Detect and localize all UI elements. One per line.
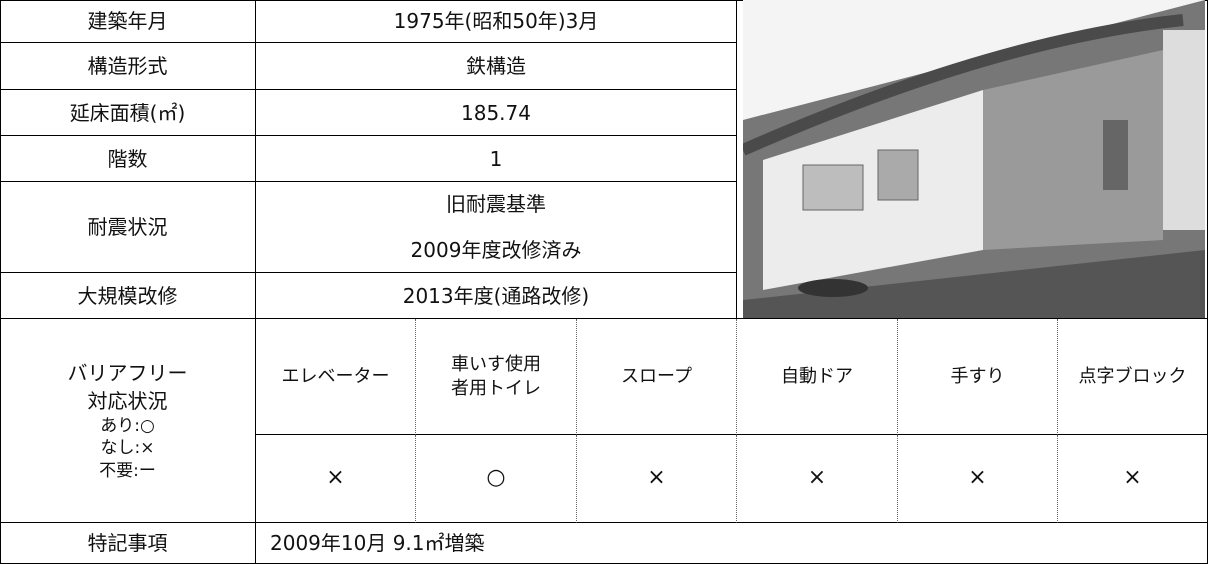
value-cell: 2009年10月 9.1㎡増築	[256, 523, 1208, 564]
status: ○	[486, 465, 506, 491]
item-cell: エレベーター	[256, 319, 416, 435]
status: ×	[647, 465, 666, 491]
item-label: 手すり	[950, 365, 1005, 387]
value-cell: 鉄構造	[256, 43, 737, 90]
value-cell: 1	[256, 136, 737, 182]
label: 階数	[107, 146, 148, 171]
label: 構造形式	[87, 54, 168, 78]
label: 耐震状況	[87, 215, 168, 239]
status-cell: ×	[1058, 435, 1208, 523]
item-cell: スロープ	[577, 319, 737, 435]
item-label: 車いす使用	[451, 354, 541, 376]
item-label: 点字ブロック	[1078, 365, 1187, 387]
label-cell: 延床面積(㎡)	[0, 90, 256, 136]
label: 建築年月	[87, 9, 168, 33]
item-label: スロープ	[621, 365, 692, 387]
value: 2009年度改修済み	[410, 238, 582, 262]
label-cell: 大規模改修	[0, 273, 256, 319]
item-cell: 点字ブロック	[1058, 319, 1208, 435]
status: ×	[1123, 465, 1142, 491]
item-label: 者用トイレ	[451, 377, 541, 399]
legend: 不要:ー	[99, 460, 156, 481]
label-cell: 特記事項	[0, 523, 256, 564]
value: 旧耐震基準	[446, 192, 546, 216]
status-cell: ×	[577, 435, 737, 523]
item-cell: 手すり	[898, 319, 1058, 435]
value-cell: 1975年(昭和50年)3月	[256, 0, 737, 43]
value: 185.74	[461, 100, 531, 125]
legend: なし:×	[100, 438, 155, 459]
label-cell: 建築年月	[0, 0, 256, 43]
status: ×	[807, 465, 827, 491]
value-cell: 185.74	[256, 90, 737, 136]
legend: あり:○	[100, 416, 155, 437]
status-cell: ○	[416, 435, 577, 523]
value: 2013年度(通路改修)	[402, 283, 590, 308]
label-cell: 耐震状況	[0, 182, 256, 273]
status-cell: ×	[898, 435, 1058, 523]
photo-cell	[737, 0, 1208, 319]
status: ×	[326, 465, 345, 491]
value-cell: 旧耐震基準 2009年度改修済み	[256, 182, 737, 273]
status: ×	[968, 465, 987, 491]
building-photo	[743, 0, 1205, 318]
label: バリアフリー	[67, 361, 188, 386]
label: 対応状況	[87, 389, 168, 414]
label-cell: 階数	[0, 136, 256, 182]
value: 1	[489, 146, 503, 171]
value: 鉄構造	[466, 54, 526, 78]
value-cell: 2013年度(通路改修)	[256, 273, 737, 319]
item-cell: 車いす使用 者用トイレ	[416, 319, 577, 435]
label: 大規模改修	[77, 283, 178, 308]
value: 1975年(昭和50年)3月	[393, 9, 599, 33]
item-cell: 自動ドア	[737, 319, 898, 435]
label: 特記事項	[87, 531, 168, 555]
item-label: 自動ドア	[781, 365, 853, 387]
label: 延床面積(㎡)	[69, 100, 186, 125]
label-cell: バリアフリー 対応状況 あり:○ なし:× 不要:ー	[0, 319, 256, 523]
status-cell: ×	[737, 435, 898, 523]
label-cell: 構造形式	[0, 43, 256, 90]
item-label: エレベーター	[281, 365, 390, 387]
status-cell: ×	[256, 435, 416, 523]
value: 2009年10月 9.1㎡増築	[270, 531, 485, 555]
